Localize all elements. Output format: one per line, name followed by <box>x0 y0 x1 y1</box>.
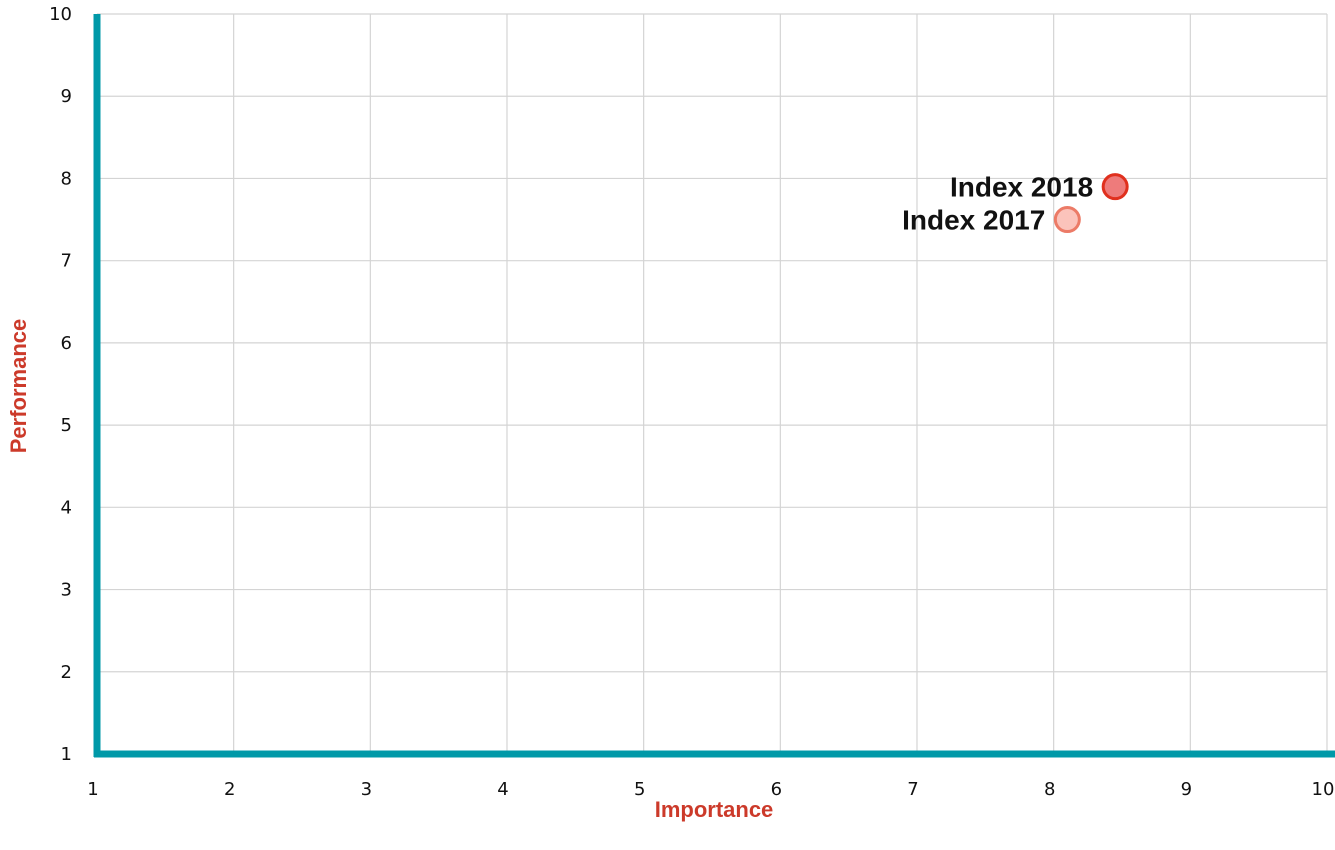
x-tick-labels: 1 2 3 4 5 6 7 8 9 10 <box>87 779 1334 800</box>
x-tick-label-7: 7 <box>907 779 918 800</box>
y-tick-label-1: 1 <box>61 744 72 765</box>
y-tick-labels: 1 2 3 4 5 6 7 8 9 10 <box>49 4 72 765</box>
y-tick-label-10: 10 <box>49 4 72 25</box>
point-index-2018 <box>1101 173 1129 201</box>
y-tick-label-2: 2 <box>61 662 72 683</box>
y-tick-label-7: 7 <box>61 251 72 272</box>
axes <box>93 14 1335 758</box>
x-tick-label-3: 3 <box>361 779 372 800</box>
x-tick-label-5: 5 <box>634 779 645 800</box>
x-tick-label-1: 1 <box>87 779 98 800</box>
y-tick-label-6: 6 <box>61 333 72 354</box>
y-tick-label-5: 5 <box>61 415 72 436</box>
x-axis-title: Importance <box>655 797 774 822</box>
point-label-index-2018: Index 2018 <box>950 172 1093 203</box>
x-tick-label-2: 2 <box>224 779 235 800</box>
x-tick-label-6: 6 <box>771 779 782 800</box>
point-label-index-2017: Index 2017 <box>902 205 1045 236</box>
grid-lines <box>97 13 1328 754</box>
y-tick-label-8: 8 <box>61 168 72 189</box>
y-tick-label-3: 3 <box>61 580 72 601</box>
x-tick-label-10: 10 <box>1312 779 1335 800</box>
y-tick-label-9: 9 <box>61 86 72 107</box>
y-tick-label-4: 4 <box>61 497 72 518</box>
x-tick-label-8: 8 <box>1044 779 1055 800</box>
x-tick-label-4: 4 <box>497 779 508 800</box>
y-axis-title: Performance <box>6 319 31 454</box>
x-tick-label-9: 9 <box>1181 779 1192 800</box>
point-index-2017 <box>1053 206 1081 234</box>
